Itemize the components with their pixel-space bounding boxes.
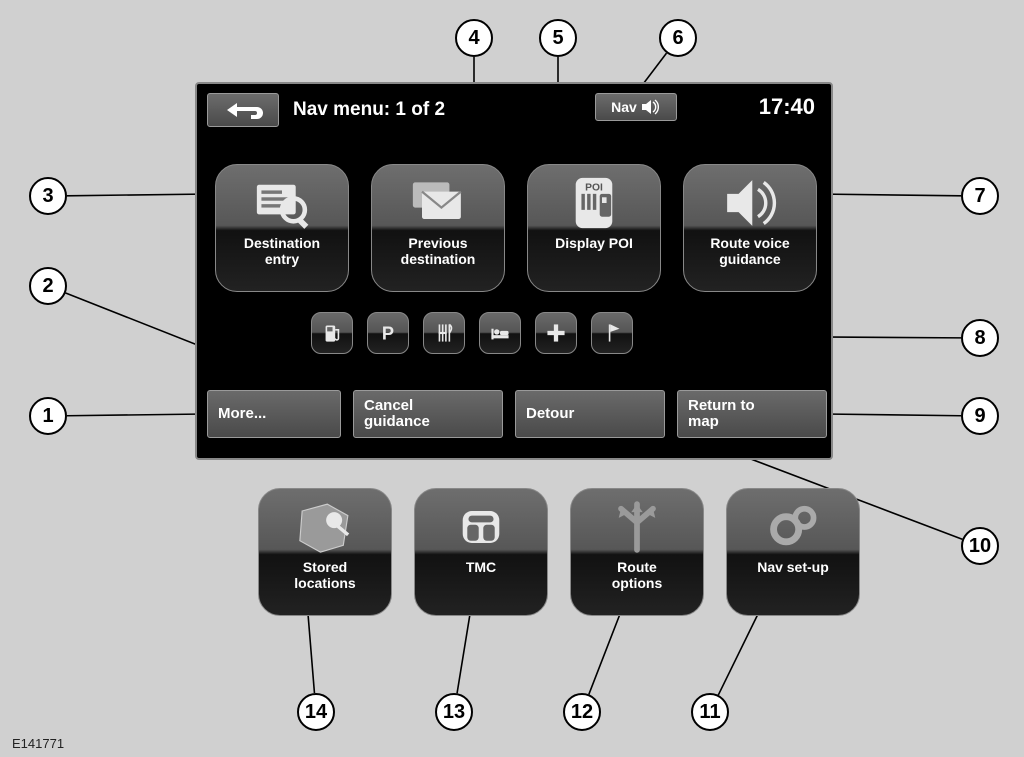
back-arrow-icon (221, 100, 265, 120)
button-return[interactable]: Return tomap (677, 390, 827, 438)
poi-shortcut-fuel[interactable] (311, 312, 353, 354)
callout-11: 11 (691, 693, 729, 731)
golf-icon (597, 318, 627, 348)
hospital-icon (541, 318, 571, 348)
speaker-small-icon (641, 99, 661, 115)
callout-2: 2 (29, 267, 67, 305)
tile-label: Display POI (549, 231, 639, 261)
poi-shortcut-golf[interactable] (591, 312, 633, 354)
tile-label: Destinationentry (238, 231, 326, 277)
tile-label: Storedlocations (288, 555, 361, 601)
map-pin-icon (290, 499, 360, 555)
poi-shortcut-hotel[interactable] (479, 312, 521, 354)
back-button[interactable] (207, 93, 279, 127)
food-icon (429, 318, 459, 348)
poi-shortcut-row: P (311, 312, 633, 354)
callout-12: 12 (563, 693, 601, 731)
nav-screen: Nav menu: 1 of 2 Nav 17:40 P Desti (195, 82, 833, 460)
tile-label: Previousdestination (395, 231, 482, 277)
title-bar: Nav menu: 1 of 2 Nav 17:40 (197, 84, 831, 136)
parking-icon: P (373, 318, 403, 348)
gears-icon (758, 499, 828, 555)
fuel-icon (317, 318, 347, 348)
button-label: Detour (526, 406, 574, 423)
callout-8: 8 (961, 319, 999, 357)
clock: 17:40 (759, 94, 815, 120)
callout-5: 5 (539, 19, 577, 57)
tile-stored[interactable]: Storedlocations (258, 488, 392, 616)
nav-label: Nav (611, 99, 637, 115)
search-doc-icon (247, 175, 317, 231)
poi-shortcut-food[interactable] (423, 312, 465, 354)
svg-text:POI: POI (585, 182, 603, 193)
callout-14: 14 (297, 693, 335, 731)
callout-9: 9 (961, 397, 999, 435)
button-more[interactable]: More... (207, 390, 341, 438)
callout-7: 7 (961, 177, 999, 215)
tile-voice_guide[interactable]: Route voiceguidance (683, 164, 817, 292)
callout-4: 4 (455, 19, 493, 57)
button-label: Cancelguidance (364, 398, 430, 431)
callout-10: 10 (961, 527, 999, 565)
callout-13: 13 (435, 693, 473, 731)
callout-1: 1 (29, 397, 67, 435)
poi-icon: POI (559, 175, 629, 231)
envelopes-icon (403, 175, 473, 231)
tile-prev_dest[interactable]: Previousdestination (371, 164, 505, 292)
poi-shortcut-parking[interactable]: P (367, 312, 409, 354)
nav-audio-button[interactable]: Nav (595, 93, 677, 121)
traffic-icon (446, 499, 516, 555)
svg-text:P: P (382, 323, 394, 343)
button-label: Return tomap (688, 398, 755, 431)
callout-3: 3 (29, 177, 67, 215)
page-title: Nav menu: 1 of 2 (293, 99, 445, 121)
poi-shortcut-hospital[interactable] (535, 312, 577, 354)
tile-display_poi[interactable]: POI Display POI (527, 164, 661, 292)
tile-setup[interactable]: Nav set-up (726, 488, 860, 616)
tile-label: TMC (460, 555, 502, 585)
tile-label: Route voiceguidance (704, 231, 795, 277)
tile-route[interactable]: Routeoptions (570, 488, 704, 616)
image-reference: E141771 (12, 736, 64, 751)
button-label: More... (218, 406, 266, 423)
tile-dest_entry[interactable]: Destinationentry (215, 164, 349, 292)
tile-tmc[interactable]: TMC (414, 488, 548, 616)
button-detour[interactable]: Detour (515, 390, 665, 438)
callout-6: 6 (659, 19, 697, 57)
tile-label: Nav set-up (751, 555, 835, 585)
button-cancel[interactable]: Cancelguidance (353, 390, 503, 438)
hotel-icon (485, 318, 515, 348)
arrows-icon (602, 499, 672, 555)
speaker-icon (715, 175, 785, 231)
tile-label: Routeoptions (606, 555, 669, 601)
